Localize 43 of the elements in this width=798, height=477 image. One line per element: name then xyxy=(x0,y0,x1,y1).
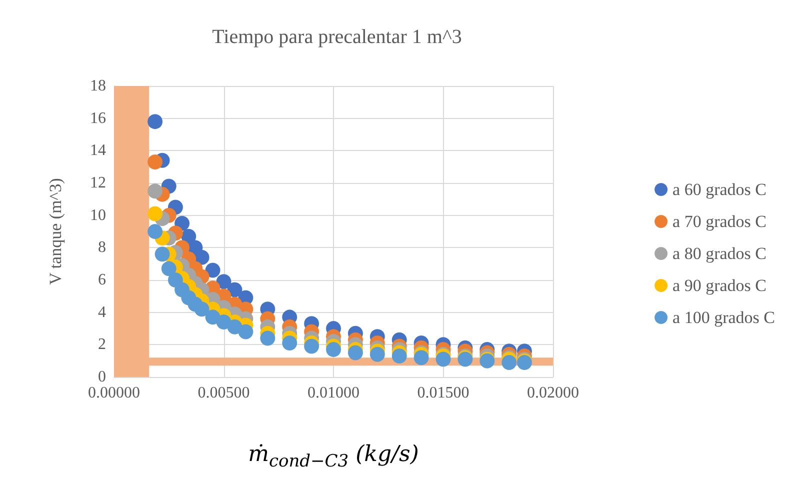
point xyxy=(238,324,254,340)
legend-label: a 90 grados C xyxy=(672,276,767,295)
point xyxy=(205,262,220,278)
y-tick-label: 18 xyxy=(90,78,106,94)
point xyxy=(348,345,363,360)
point xyxy=(194,250,210,265)
y-tick-label: 2 xyxy=(98,336,106,354)
point xyxy=(392,348,407,364)
x-tick-label: 0.00000 xyxy=(88,384,140,402)
y-tick-label: 0 xyxy=(98,368,106,386)
point xyxy=(326,342,341,358)
y-tick-label: 14 xyxy=(90,142,106,160)
point xyxy=(260,330,276,346)
point xyxy=(304,338,320,354)
point xyxy=(148,114,163,130)
point xyxy=(148,224,163,239)
y-tick-label: 10 xyxy=(90,206,106,224)
point xyxy=(502,354,517,370)
point xyxy=(148,206,163,222)
x-tick-label: 0.02000 xyxy=(527,384,579,402)
point xyxy=(161,261,176,276)
point xyxy=(148,184,163,199)
y-tick-label: 8 xyxy=(98,239,106,256)
y-tick-label: 4 xyxy=(98,304,106,321)
legend-label: a 80 grados C xyxy=(672,244,767,263)
legend-label: a 70 grados C xyxy=(672,212,767,231)
y-tick-label: 16 xyxy=(90,110,106,127)
legend-label: a 100 grados C xyxy=(672,308,776,327)
x-tick-label: 0.00500 xyxy=(198,384,250,402)
legend-label: a 60 grados C xyxy=(672,180,767,199)
y-tick-label: 12 xyxy=(90,174,106,192)
y-axis-title: V tanque (m^3) xyxy=(46,178,65,285)
x-tick-label: 0.01500 xyxy=(417,384,470,402)
x-tick-label: 0.01000 xyxy=(308,384,360,402)
point xyxy=(148,154,163,170)
y-tick-label: 6 xyxy=(98,272,106,288)
chart-title: Tiempo para precalentar 1 m^3 xyxy=(212,26,462,48)
point xyxy=(370,346,385,362)
point xyxy=(154,246,170,262)
point xyxy=(282,336,298,351)
point xyxy=(414,350,429,366)
point xyxy=(194,302,210,317)
point xyxy=(436,352,451,367)
